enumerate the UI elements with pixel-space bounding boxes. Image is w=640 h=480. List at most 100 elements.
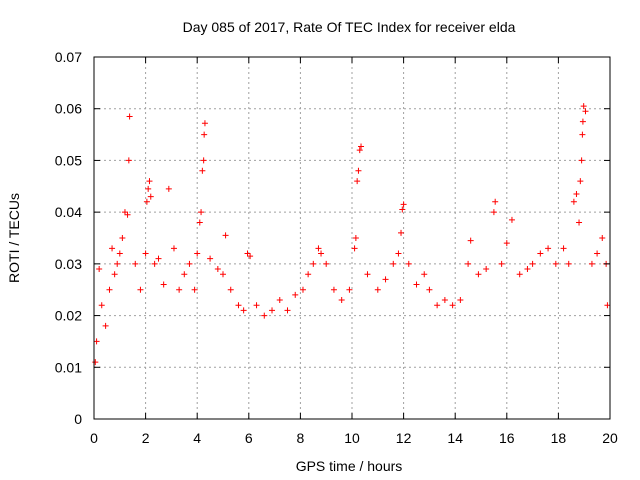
grid-lines: [94, 57, 610, 419]
data-point: [261, 312, 268, 319]
data-point: [292, 291, 299, 298]
data-point: [214, 266, 221, 273]
data-point: [465, 260, 472, 267]
x-tick-label: 8: [297, 430, 305, 446]
data-point: [93, 338, 100, 345]
data-point: [490, 209, 497, 216]
data-point: [364, 271, 371, 278]
data-point: [578, 157, 585, 164]
data-point: [579, 131, 586, 138]
data-point: [155, 255, 162, 262]
data-point: [201, 131, 208, 138]
x-axis-label: GPS time / hours: [296, 458, 403, 474]
data-point: [165, 185, 172, 192]
y-axis-ticks: 0 0.01 0.02 0.03 0.04 0.05 0.06 0.07: [55, 49, 610, 427]
data-point: [222, 232, 229, 239]
data-point: [170, 245, 177, 252]
x-tick-label: 16: [499, 430, 515, 446]
data-point: [594, 250, 601, 257]
data-point: [580, 103, 587, 110]
data-point: [200, 157, 207, 164]
data-point: [449, 302, 456, 309]
y-tick-label: 0.01: [55, 359, 82, 375]
data-point: [247, 253, 254, 260]
data-point: [346, 286, 353, 293]
data-point: [354, 178, 361, 185]
data-point: [299, 286, 306, 293]
data-point: [106, 286, 113, 293]
x-tick-label: 20: [602, 430, 618, 446]
data-point: [434, 302, 441, 309]
data-point: [588, 260, 595, 267]
data-point: [315, 245, 322, 252]
x-tick-label: 6: [245, 430, 253, 446]
data-point: [176, 286, 183, 293]
data-point: [276, 297, 283, 304]
data-point: [545, 245, 552, 252]
y-tick-label: 0.05: [55, 152, 82, 168]
data-point: [305, 271, 312, 278]
x-tick-label: 14: [447, 430, 463, 446]
data-point: [102, 322, 109, 329]
data-points: [92, 103, 611, 366]
data-point: [570, 198, 577, 205]
data-point: [181, 271, 188, 278]
data-point: [253, 302, 260, 309]
data-point: [413, 281, 420, 288]
data-point: [119, 235, 126, 241]
data-point: [125, 157, 132, 164]
data-point: [124, 211, 131, 218]
data-point: [560, 245, 567, 252]
data-point: [483, 266, 490, 273]
data-point: [400, 201, 407, 208]
data-point: [147, 193, 154, 200]
data-point: [552, 260, 559, 267]
data-point: [492, 198, 499, 205]
data-point: [269, 307, 276, 314]
data-point: [194, 250, 201, 257]
data-point: [132, 260, 139, 267]
data-point: [565, 260, 572, 267]
x-tick-label: 0: [90, 430, 98, 446]
data-point: [582, 108, 589, 115]
y-tick-label: 0: [74, 411, 82, 427]
data-point: [310, 260, 317, 267]
data-point: [92, 359, 99, 366]
data-point: [356, 147, 363, 154]
data-point: [355, 167, 362, 174]
x-tick-label: 2: [142, 430, 150, 446]
y-tick-label: 0.02: [55, 308, 82, 324]
data-point: [374, 286, 381, 293]
data-point: [405, 260, 412, 267]
data-point: [199, 167, 206, 174]
data-point: [137, 286, 144, 293]
data-point: [351, 245, 358, 252]
data-point: [96, 266, 103, 273]
data-point: [537, 250, 544, 257]
data-point: [98, 302, 105, 309]
data-point: [235, 302, 242, 309]
data-point: [395, 250, 402, 257]
data-point: [498, 260, 505, 267]
data-point: [145, 185, 152, 192]
data-point: [503, 240, 510, 247]
data-point: [599, 235, 606, 241]
data-point: [529, 260, 536, 267]
data-point: [467, 237, 474, 244]
data-point: [441, 297, 448, 304]
data-point: [151, 260, 158, 267]
data-point: [524, 266, 531, 273]
data-point: [573, 191, 580, 198]
data-point: [142, 250, 149, 257]
y-tick-label: 0.03: [55, 256, 82, 272]
data-point: [126, 113, 133, 120]
data-point: [421, 271, 428, 278]
x-axis-ticks: 0 2 4 6 8 10 12 14 16 18 20: [90, 57, 618, 446]
x-tick-label: 4: [193, 430, 201, 446]
data-point: [579, 118, 586, 125]
data-point: [109, 245, 116, 252]
data-point: [330, 286, 337, 293]
data-point: [244, 250, 251, 257]
data-point: [114, 260, 121, 267]
